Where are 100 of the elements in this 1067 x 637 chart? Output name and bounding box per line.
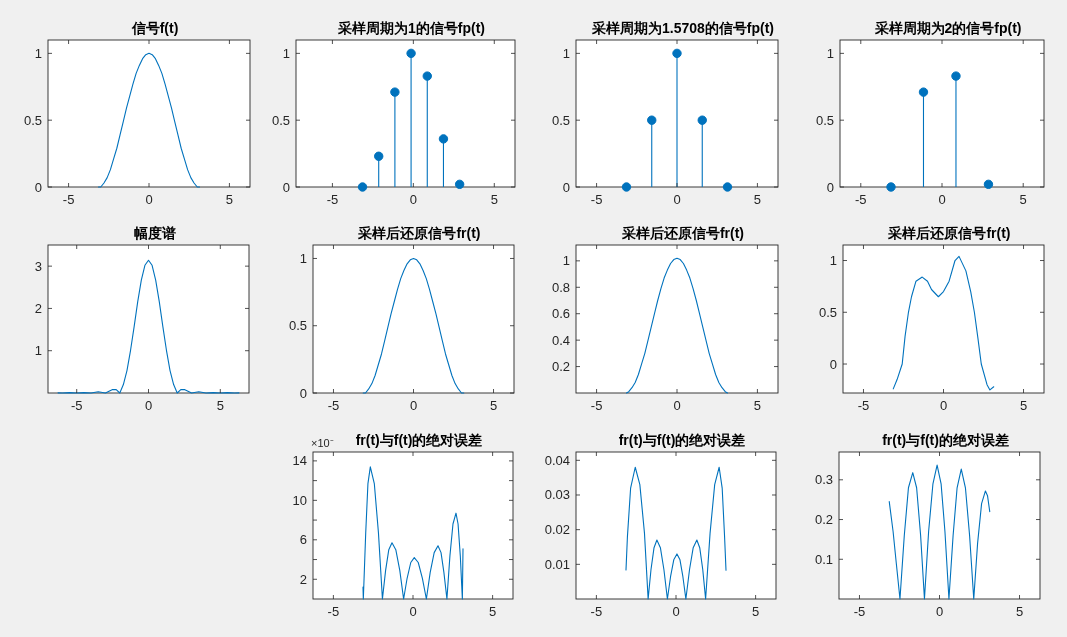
x-tick-label: 0 — [409, 192, 417, 207]
x-tick-label: 5 — [1019, 192, 1027, 207]
line-series — [625, 257, 729, 394]
x-tick-label: 0 — [673, 398, 681, 413]
x-tick-label: -5 — [590, 604, 603, 619]
x-tick-label: 0 — [938, 192, 946, 207]
y-tick-label: 2 — [299, 571, 307, 587]
y-tick-label: 0.3 — [814, 472, 833, 488]
x-tick-label: -5 — [327, 604, 340, 619]
x-tick-label: 0 — [409, 398, 418, 413]
point — [647, 115, 657, 125]
y-tick-label: 1 — [562, 45, 570, 61]
y-tick-label: 0.5 — [271, 112, 290, 128]
line-series — [97, 52, 201, 188]
x-tick-label: -5 — [855, 192, 867, 207]
chart-title: fr(t)与f(t)的绝对误差 — [355, 432, 483, 448]
point — [374, 151, 384, 161]
y-tick-label: 0 — [34, 179, 42, 195]
y-tick-label: 0.4 — [551, 332, 570, 348]
x-tick-label: -5 — [70, 398, 83, 413]
y-tick-label: 0.5 — [551, 112, 570, 128]
point — [438, 134, 449, 144]
line-series — [57, 259, 240, 394]
y-tick-label: 1 — [826, 45, 834, 61]
y-tick-label: 0 — [829, 356, 837, 372]
y-tick-label: 1 — [282, 45, 290, 61]
line-series — [625, 466, 727, 600]
y-tick-label: 0.5 — [288, 318, 307, 334]
y-tick-label: 0.03 — [544, 487, 570, 503]
x-tick-label: 5 — [489, 398, 498, 413]
chart-title: 采样后还原信号fr(t) — [887, 225, 1011, 241]
y-tick-label: 1 — [562, 253, 570, 269]
y-tick-label: 2 — [34, 300, 42, 316]
x-tick-label: 0 — [409, 604, 417, 619]
x-tick-label: -5 — [327, 398, 340, 413]
chart-title: 幅度谱 — [133, 225, 176, 241]
y-tick-label: 1 — [34, 343, 42, 359]
y-tick-label: 0 — [299, 385, 307, 401]
point — [951, 71, 961, 81]
chart-title: 采样周期为2的信号fp(t) — [873, 20, 1022, 36]
line-series — [892, 255, 995, 391]
text: ×10⁻ — [311, 437, 334, 449]
y-tick-label: 1 — [829, 253, 837, 269]
x-tick-label: 5 — [216, 398, 224, 413]
point — [621, 182, 632, 192]
x-tick-label: 0 — [672, 604, 680, 619]
point — [454, 179, 465, 190]
chart-title: fr(t)与f(t)的绝对误差 — [618, 432, 746, 448]
y-tick-label: 10 — [292, 492, 307, 508]
x-tick-label: 0 — [935, 604, 944, 619]
x-tick-label: 5 — [1019, 398, 1028, 413]
x-tick-label: -5 — [853, 604, 866, 619]
x-tick-label: 5 — [753, 398, 762, 413]
point — [918, 87, 929, 97]
chart-title: 采样周期为1.5708的信号fp(t) — [590, 20, 775, 36]
y-tick-label: 0.1 — [814, 551, 833, 567]
line-series — [362, 466, 464, 600]
x-tick-label: -5 — [326, 192, 339, 207]
chart-title: 信号f(t) — [130, 20, 179, 36]
y-tick-label: 0.5 — [818, 304, 837, 320]
chart-title: 采样后还原信号fr(t) — [357, 225, 481, 241]
x-tick-label: 0 — [144, 398, 153, 413]
x-tick-label: 5 — [752, 604, 760, 619]
y-tick-label: 0.02 — [544, 522, 570, 538]
x-tick-label: 5 — [753, 192, 762, 207]
x-tick-label: -5 — [590, 192, 603, 207]
x-tick-label: 5 — [489, 604, 497, 619]
y-tick-label: 0.04 — [544, 452, 570, 468]
point — [697, 115, 707, 125]
point — [357, 182, 368, 192]
point — [390, 87, 400, 97]
x-tick-label: 0 — [673, 192, 681, 207]
y-tick-label: 14 — [292, 453, 307, 469]
point — [672, 48, 682, 59]
x-tick-label: 5 — [1015, 604, 1024, 619]
y-tick-label: 3 — [34, 258, 42, 274]
y-tick-label: 0.8 — [551, 279, 570, 295]
y-tick-label: 0 — [826, 179, 834, 195]
x-tick-label: 0 — [939, 398, 948, 413]
y-tick-label: 0 — [282, 179, 290, 195]
x-tick-label: -5 — [857, 398, 870, 413]
point — [406, 48, 416, 59]
point — [886, 182, 896, 192]
y-tick-label: 0.6 — [551, 306, 570, 322]
x-tick-label: 5 — [490, 192, 498, 207]
x-tick-label: -5 — [62, 192, 75, 207]
y-tick-label: 6 — [299, 532, 307, 548]
chart-title: 采样周期为1的信号fp(t) — [337, 20, 485, 36]
point — [722, 182, 733, 192]
line-series — [888, 464, 991, 600]
y-tick-label: 0.5 — [815, 112, 834, 128]
chart-title: fr(t)与f(t)的绝对误差 — [882, 432, 1009, 448]
y-tick-label: 1 — [299, 250, 307, 266]
point — [422, 71, 432, 81]
y-tick-label: 0.2 — [814, 512, 833, 528]
point — [983, 179, 994, 190]
line-series — [362, 257, 465, 394]
y-tick-label: 0.01 — [544, 556, 570, 572]
y-tick-label: 1 — [34, 45, 42, 61]
x-tick-label: 0 — [145, 192, 153, 207]
